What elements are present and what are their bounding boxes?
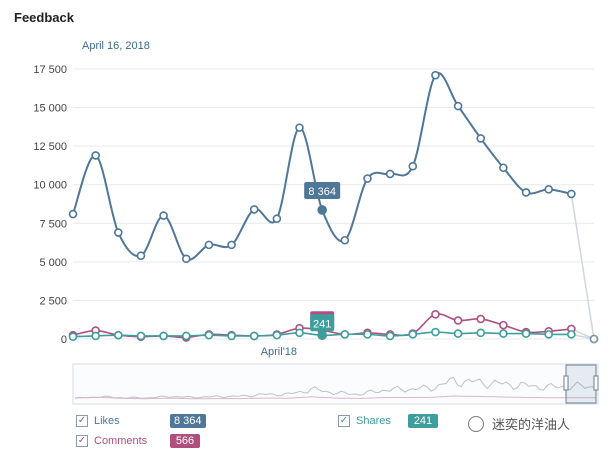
y-tick-label: 0 [61, 334, 67, 346]
navigator-series [74, 376, 597, 399]
data-point-likes [272, 214, 282, 223]
navigator-handle-left [563, 375, 569, 391]
legend-item-likes[interactable]: ✓ Likes 8 364 [76, 414, 206, 428]
data-point-shares [544, 330, 553, 339]
data-point-shares [340, 330, 350, 339]
data-point-likes [499, 163, 508, 173]
data-point-likes [204, 240, 214, 250]
data-point-shares [91, 331, 100, 341]
data-point-likes [363, 174, 372, 183]
date-label: April 16, 2018 [82, 40, 150, 52]
data-point-likes [340, 235, 350, 245]
data-point-shares [385, 331, 395, 341]
data-point-likes [295, 123, 304, 132]
data-point-likes [408, 161, 418, 171]
line-chart[interactable]: 0 2 500 5 000 7 500 10 000 12 500 15 000 17 500… [0, 0, 616, 410]
data-point-likes [91, 151, 100, 160]
data-point-comments [499, 320, 508, 330]
data-point-likes [521, 188, 531, 197]
legend-label-comments: Comments [94, 435, 148, 447]
navigator-series-secondary [74, 395, 596, 400]
legend-value-comments: 566 [170, 434, 200, 448]
comments-checkbox[interactable]: ✓ [76, 435, 88, 447]
tooltip-box-shares [310, 314, 335, 332]
likes-checkbox[interactable]: ✓ [76, 415, 88, 427]
data-point-comments [431, 310, 440, 319]
data-point-shares [204, 330, 214, 340]
x-annotation: April'18 [261, 346, 297, 358]
legend-value-likes: 8 364 [170, 414, 206, 428]
legend-label-shares: Shares [356, 415, 391, 427]
data-point-shares [408, 330, 418, 339]
data-point-likes [136, 251, 146, 260]
legend-item-comments[interactable]: ✓ Comments 566 [76, 434, 200, 448]
data-point-shares [363, 330, 372, 339]
data-point-shares [159, 331, 168, 341]
data-point-shares [295, 328, 304, 338]
y-tick-label: 10 000 [33, 180, 67, 192]
y-tick-label: 5 000 [39, 257, 67, 269]
data-point-shares [567, 330, 576, 339]
legend-label-likes: Likes [94, 415, 120, 427]
wechat-icon [468, 415, 484, 432]
chart-title: Feedback [14, 10, 74, 25]
watermark: 迷奕的洋油人 [468, 414, 570, 433]
data-point-shares [521, 329, 531, 338]
data-point-likes [159, 211, 168, 220]
data-point-shares [68, 332, 78, 341]
series-tail-likes [570, 193, 595, 340]
tooltip-shares: 241 [313, 318, 331, 330]
data-point-comments [476, 314, 486, 324]
data-point-shares [114, 330, 123, 340]
data-point-likes [453, 101, 463, 111]
y-tick-label: 7 500 [39, 218, 67, 230]
data-point-shares [499, 329, 508, 338]
y-tick-label: 15 000 [33, 103, 67, 115]
data-point-shares [249, 331, 259, 341]
navigator-handle-right [593, 375, 599, 391]
data-point-likes [431, 70, 440, 80]
data-point-shares [136, 331, 146, 341]
tooltip-likes: 8 364 [308, 186, 336, 198]
data-point-shares [272, 330, 282, 340]
navigator-window [565, 364, 597, 404]
data-point-likes [227, 240, 236, 250]
data-point-shares [431, 327, 440, 337]
tooltip-box-likes [304, 181, 341, 199]
check-icon: ✓ [339, 415, 349, 426]
data-point-shares [589, 334, 599, 344]
data-point-likes [567, 189, 576, 199]
data-point-likes [385, 169, 395, 179]
data-point-shares [227, 331, 236, 341]
check-icon: ✓ [77, 435, 87, 446]
watermark-text: 迷奕的洋油人 [492, 417, 571, 432]
data-point-shares [453, 329, 463, 338]
check-icon: ✓ [77, 415, 87, 426]
shares-checkbox[interactable]: ✓ [338, 415, 350, 427]
data-point-likes [476, 134, 486, 143]
y-tick-label: 12 500 [33, 141, 67, 153]
series-line-likes [72, 72, 572, 261]
data-point-comments [453, 316, 463, 325]
y-tick-label: 2 500 [39, 295, 67, 307]
legend-item-shares[interactable]: ✓ Shares 241 [338, 414, 438, 428]
data-point-likes [544, 185, 553, 194]
data-point-likes [249, 205, 259, 214]
y-tick-label: 17 500 [33, 64, 67, 76]
data-point-likes [68, 209, 78, 219]
data-point-likes [317, 205, 327, 215]
data-point-shares [181, 331, 191, 341]
data-point-shares [317, 330, 327, 341]
data-point-shares [476, 328, 486, 338]
legend-value-shares: 241 [408, 414, 438, 428]
data-point-likes [114, 228, 123, 237]
data-point-likes [181, 254, 191, 264]
